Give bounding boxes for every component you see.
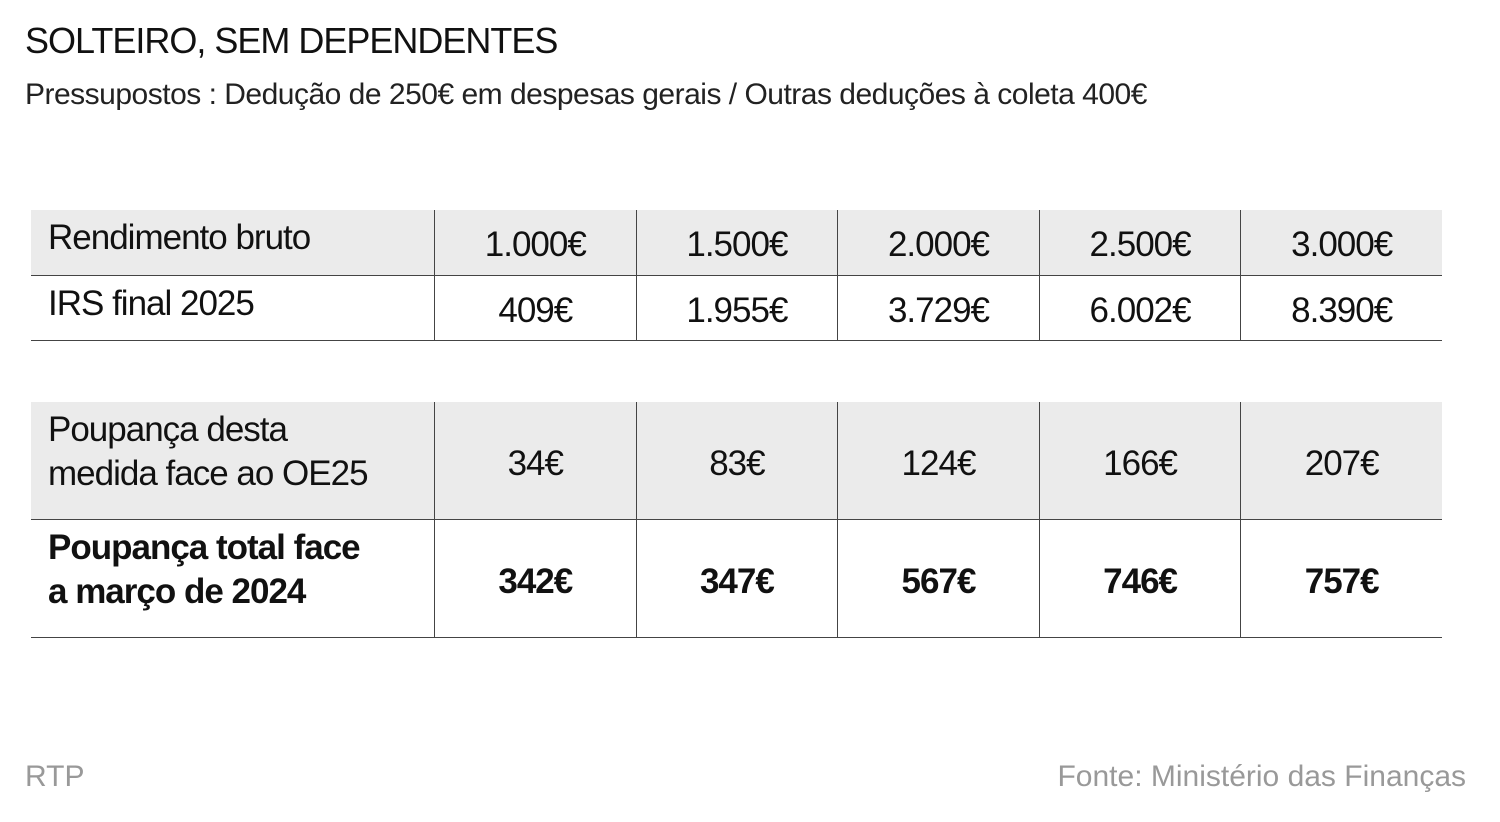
value-cell: 83€ [635,402,838,519]
savings-table: Poupança desta medida face ao OE25 34€ 83€ 1… [31,402,1442,638]
source: Fonte: Ministério das Finanças [1057,760,1466,793]
income-table: Rendimento bruto 1.000€ 1.500€ 2.000€ 2.500€… [31,210,1442,341]
value-cell: 746€ [1038,520,1241,637]
label-line: Poupança desta [48,410,288,449]
value-cell: 347€ [635,520,838,637]
value-cell: 34€ [434,402,636,519]
credit: RTP [25,760,85,793]
label-line: IRS final 2025 [48,283,255,323]
table-row: IRS final 2025 409€ 1.955€ 3.729€ 6.002€ 8.39… [31,275,1442,341]
value-cell: 2.000€ [837,210,1039,275]
subtitle: Pressupostos : Dedução de 250€ em despes… [25,78,1147,111]
value-cell: 409€ [434,275,636,340]
row-label: Poupança desta medida face ao OE25 [31,402,434,519]
label-line: medida face ao OE25 [48,454,369,493]
value-cell: 1.000€ [434,210,636,275]
table-row: Poupança total face a março de 2024 342€ 34… [31,520,1442,638]
row-label: IRS final 2025 [31,276,434,341]
value-cell: 1.955€ [635,275,838,340]
value-cell: 166€ [1038,402,1241,519]
value-cell: 342€ [434,520,636,637]
value-cell: 124€ [837,402,1039,519]
value-cell: 8.390€ [1240,275,1442,340]
value-cell: 207€ [1240,402,1442,519]
value-cell: 6.002€ [1038,275,1241,340]
table-row: Poupança desta medida face ao OE25 34€ 83€ 1… [31,402,1442,520]
table-row: Rendimento bruto 1.000€ 1.500€ 2.000€ 2.500€… [31,210,1442,276]
title: SOLTEIRO, SEM DEPENDENTES [25,20,558,61]
row-label: Rendimento bruto [31,210,434,275]
row-label: Poupança total face a março de 2024 [31,520,434,637]
value-cell: 757€ [1240,520,1442,637]
value-cell: 567€ [837,520,1039,637]
value-cell: 1.500€ [635,210,838,275]
label-line: Poupança total face [48,528,361,567]
label-line: a março de 2024 [48,572,306,611]
value-cell: 2.500€ [1038,210,1241,275]
value-cell: 3.729€ [837,275,1039,340]
value-cell: 3.000€ [1240,210,1442,275]
label-line: Rendimento bruto [48,218,311,257]
